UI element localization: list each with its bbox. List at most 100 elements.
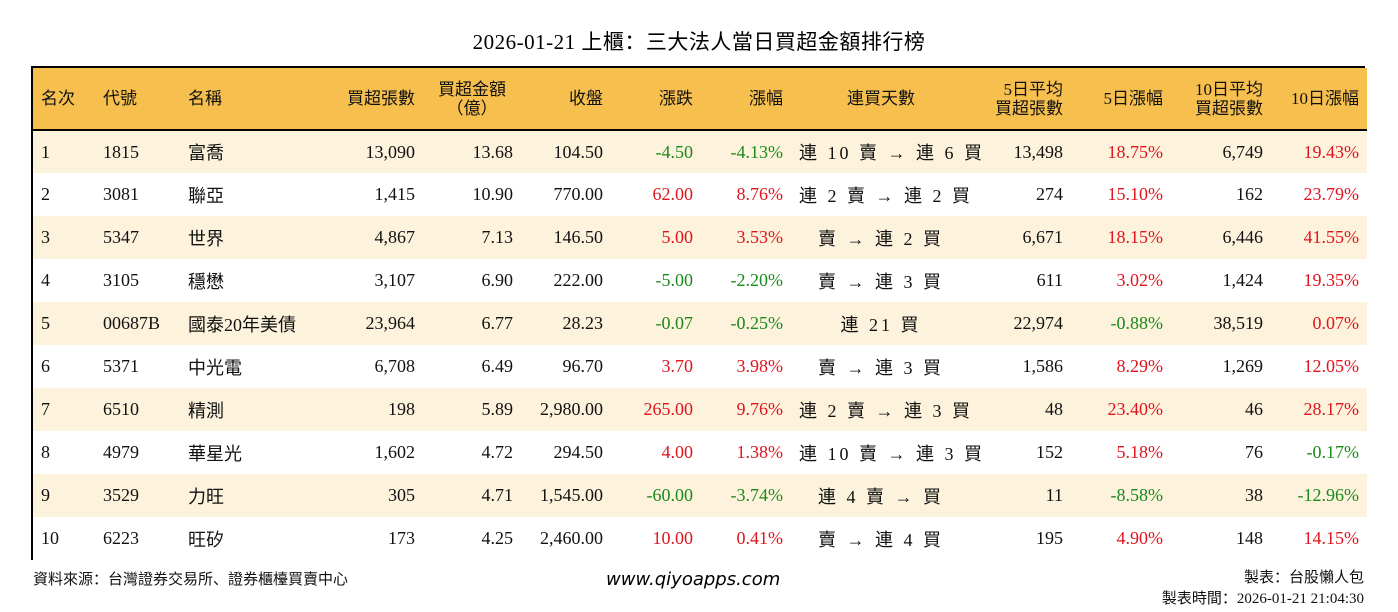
cell-pct5: 4.90% — [1116, 528, 1164, 548]
cell-pct5: -0.88% — [1110, 313, 1164, 333]
cell-change-pct: 3.53% — [736, 227, 784, 247]
page-title: 2026-01-21 上櫃：三大法人當日買超金額排行榜 — [472, 30, 926, 54]
table-row: 2 3081 聯亞 1,415 10.90 770.00 62.00 8.76% 連 2 賣 →… — [33, 173, 1367, 216]
header-net-buy-lots: 買超張數 — [347, 89, 415, 108]
cell-change-pct: -2.20% — [730, 270, 784, 290]
cell-net-buy-lots: 13,090 — [365, 141, 416, 162]
cell-pct10: 19.43% — [1303, 141, 1360, 162]
cell-streak: 連 21 買 — [840, 314, 922, 335]
website-link[interactable]: www.qiyoapps.com — [606, 569, 781, 590]
cell-pct10: 19.35% — [1303, 270, 1360, 290]
header-change: 漲跌 — [659, 89, 693, 108]
cell-name: 聯亞 — [188, 185, 224, 206]
cell-name: 世界 — [188, 228, 224, 249]
cell-rank: 4 — [41, 270, 50, 290]
cell-change: -4.50 — [655, 141, 694, 162]
cell-pct5: 8.29% — [1116, 356, 1164, 376]
cell-pct10: 14.15% — [1303, 528, 1360, 548]
table-row: 4 3105 穩懋 3,107 6.90 222.00 -5.00 -2.20% 賣 → 連 3… — [33, 259, 1367, 302]
made-time-label: 製表時間：2026-01-21 21:04:30 — [1161, 591, 1364, 607]
header-net-buy-amount-line2: （億） — [446, 98, 498, 118]
footer-credits: 製表：台股懶人包 製表時間：2026-01-21 21:04:30 — [1162, 568, 1364, 610]
cell-avg10: 1,424 — [1222, 270, 1264, 290]
cell-change: 265.00 — [643, 399, 694, 419]
table-row: 1 1815 富喬 13,090 13.68 104.50 -4.50 -4.13% 連 10 … — [33, 130, 1367, 173]
cell-rank: 8 — [41, 442, 50, 462]
cell-net-buy-amount: 10.90 — [472, 184, 514, 204]
cell-pct5: -8.58% — [1110, 485, 1164, 505]
cell-change: 4.00 — [661, 442, 694, 462]
header-avg5: 5日平均 買超張數 — [971, 68, 1071, 130]
cell-avg5: 6,671 — [1022, 227, 1064, 247]
cell-streak: 連 4 賣 → 買 — [818, 486, 944, 507]
table-row: 10 6223 旺矽 173 4.25 2,460.00 10.00 0.41% 賣 → 連 4… — [33, 517, 1367, 560]
cell-change: 5.00 — [661, 227, 694, 247]
cell-change: 10.00 — [652, 528, 694, 548]
header-pct5: 5日漲幅 — [1103, 89, 1164, 108]
cell-net-buy-amount: 7.13 — [481, 227, 514, 247]
cell-change-pct: -4.13% — [730, 141, 784, 162]
cell-net-buy-lots: 23,964 — [365, 313, 416, 333]
cell-net-buy-lots: 305 — [388, 485, 415, 505]
cell-avg10: 38 — [1245, 485, 1263, 505]
table-header-row: 名次 代號 名稱 買超張數 買超金額 （億） 收盤 漲跌 漲幅 連買天數 5日平均… — [33, 68, 1367, 130]
cell-close: 2,460.00 — [540, 528, 603, 548]
cell-pct5: 15.10% — [1107, 184, 1164, 204]
cell-avg10: 6,446 — [1222, 227, 1264, 247]
cell-change-pct: 1.38% — [736, 442, 784, 462]
cell-pct10: 0.07% — [1312, 313, 1360, 333]
cell-pct10: 23.79% — [1303, 184, 1360, 204]
cell-pct5: 18.75% — [1107, 141, 1164, 162]
cell-close: 2,980.00 — [540, 399, 603, 419]
cell-close: 770.00 — [553, 184, 604, 204]
cell-code: 6223 — [103, 528, 139, 548]
header-avg5-line2: 買超張數 — [995, 98, 1063, 118]
cell-code: 3081 — [103, 184, 139, 204]
cell-pct5: 18.15% — [1107, 227, 1164, 247]
cell-net-buy-lots: 1,602 — [374, 442, 416, 462]
cell-pct5: 3.02% — [1116, 270, 1164, 290]
cell-rank: 3 — [41, 227, 50, 247]
cell-net-buy-amount: 5.89 — [481, 399, 514, 419]
cell-rank: 9 — [41, 485, 50, 505]
cell-streak: 賣 → 連 3 買 — [818, 271, 944, 292]
cell-avg10: 76 — [1245, 442, 1263, 462]
cell-code: 5371 — [103, 356, 139, 376]
cell-avg5: 13,498 — [1013, 141, 1064, 162]
cell-streak: 賣 → 連 4 買 — [818, 529, 944, 550]
cell-net-buy-lots: 6,708 — [374, 356, 416, 376]
cell-code: 4979 — [103, 442, 139, 462]
cell-change: 3.70 — [661, 356, 694, 376]
header-avg10: 10日平均 買超張數 — [1171, 68, 1271, 130]
table-row: 9 3529 力旺 305 4.71 1,545.00 -60.00 -3.74% 連 4 賣 … — [33, 474, 1367, 517]
cell-pct5: 23.40% — [1107, 399, 1164, 419]
cell-change-pct: 9.76% — [736, 399, 784, 419]
cell-change-pct: -3.74% — [730, 485, 784, 505]
cell-name: 旺矽 — [188, 529, 224, 550]
cell-name: 穩懋 — [188, 271, 224, 292]
cell-avg5: 195 — [1036, 528, 1063, 548]
cell-pct10: 12.05% — [1303, 356, 1360, 376]
table-row: 8 4979 華星光 1,602 4.72 294.50 4.00 1.38% 連 10 賣 →… — [33, 431, 1367, 474]
cell-streak: 連 10 賣 → 連 3 買 — [799, 443, 985, 464]
header-rank: 名次 — [41, 89, 75, 108]
cell-streak: 賣 → 連 2 買 — [818, 228, 944, 249]
cell-streak: 連 2 賣 → 連 3 買 — [799, 400, 973, 421]
cell-net-buy-amount: 13.68 — [472, 141, 514, 162]
cell-avg5: 1,586 — [1022, 356, 1064, 376]
cell-avg10: 46 — [1245, 399, 1263, 419]
cell-net-buy-amount: 6.49 — [481, 356, 514, 376]
cell-close: 146.50 — [553, 227, 604, 247]
cell-rank: 2 — [41, 184, 50, 204]
cell-net-buy-lots: 1,415 — [374, 184, 416, 204]
cell-avg10: 6,749 — [1222, 141, 1264, 162]
cell-avg5: 48 — [1045, 399, 1063, 419]
cell-change: -60.00 — [646, 485, 694, 505]
cell-close: 222.00 — [553, 270, 604, 290]
cell-code: 00687B — [103, 313, 161, 333]
cell-change-pct: 0.41% — [736, 528, 784, 548]
data-source-note: 資料來源：台灣證券交易所、證券櫃檯買賣中心 — [33, 572, 349, 588]
cell-avg10: 162 — [1236, 184, 1263, 204]
cell-net-buy-lots: 198 — [388, 399, 415, 419]
cell-code: 3105 — [103, 270, 139, 290]
